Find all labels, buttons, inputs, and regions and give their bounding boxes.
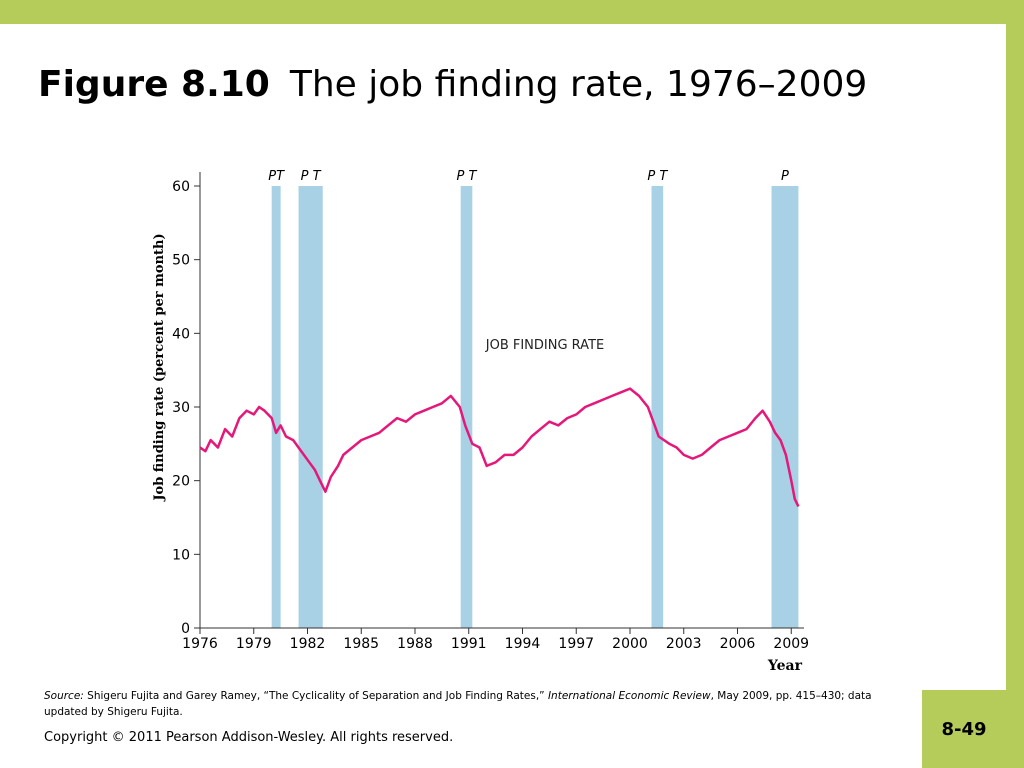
figure-title: The job finding rate, 1976–2009 xyxy=(289,64,868,105)
page-number-badge: 8-49 xyxy=(922,690,1006,768)
right-accent-bar xyxy=(1006,0,1024,768)
recession-band xyxy=(271,186,281,628)
recession-label: P xyxy=(781,169,789,184)
job-finding-rate-line xyxy=(199,387,800,507)
y-tick-label: 60 xyxy=(172,179,190,195)
recession-label: PT xyxy=(268,169,285,184)
source-note: Source: Shigeru Fujita and Garey Ramey, … xyxy=(44,688,914,720)
figure-number: Figure 8.10 xyxy=(38,64,270,105)
y-tick-label: 10 xyxy=(172,547,190,563)
recession-label: P T xyxy=(457,169,478,184)
x-tick-label: 1994 xyxy=(505,636,541,652)
recession-label: P T xyxy=(647,169,668,184)
y-tick-label: 50 xyxy=(172,253,190,269)
x-tick-label: 1991 xyxy=(451,636,487,652)
job-finding-rate-chart: PT P T P T P T P 0 10 20 30 40 50 60 1976 1979 1982 198… xyxy=(152,169,809,674)
source-label: Source: xyxy=(44,690,84,702)
x-tick-label: 1982 xyxy=(290,636,326,652)
recession-band xyxy=(771,186,799,628)
source-text-authors: Shigeru Fujita and Garey Ramey, “The Cyc… xyxy=(83,690,548,702)
x-tick-label: 2003 xyxy=(666,636,702,652)
y-axis-label: Job finding rate (percent per month) xyxy=(152,233,167,501)
x-tick-label: 1976 xyxy=(182,636,218,652)
copyright-notice: Copyright © 2011 Pearson Addison-Wesley.… xyxy=(44,730,454,745)
top-accent-bar xyxy=(0,0,1024,24)
recession-band xyxy=(651,186,664,628)
x-tick-label: 2000 xyxy=(612,636,648,652)
recession-label: P T xyxy=(301,169,322,184)
series-annotation: JOB FINDING RATE xyxy=(485,338,604,353)
x-tick-label: 2009 xyxy=(773,636,809,652)
recession-band xyxy=(460,186,473,628)
page-number: 8-49 xyxy=(941,718,987,740)
y-tick-label: 0 xyxy=(181,621,190,637)
x-tick-label: 1979 xyxy=(236,636,272,652)
x-tick-label: 1985 xyxy=(343,636,379,652)
x-tick-label: 1997 xyxy=(558,636,594,652)
x-tick-label: 1988 xyxy=(397,636,433,652)
source-text-details: , May 2009, pp. 415–430; data updated by… xyxy=(44,690,872,718)
source-journal: International Economic Review xyxy=(547,690,711,702)
y-tick-label: 40 xyxy=(172,326,190,342)
x-axis-label: Year xyxy=(767,658,803,674)
y-tick-label: 30 xyxy=(172,400,190,416)
y-tick-label: 20 xyxy=(172,474,190,490)
x-tick-label: 2006 xyxy=(720,636,756,652)
recession-band xyxy=(298,186,323,628)
slide-title: Figure 8.10 The job finding rate, 1976–20… xyxy=(38,64,867,105)
